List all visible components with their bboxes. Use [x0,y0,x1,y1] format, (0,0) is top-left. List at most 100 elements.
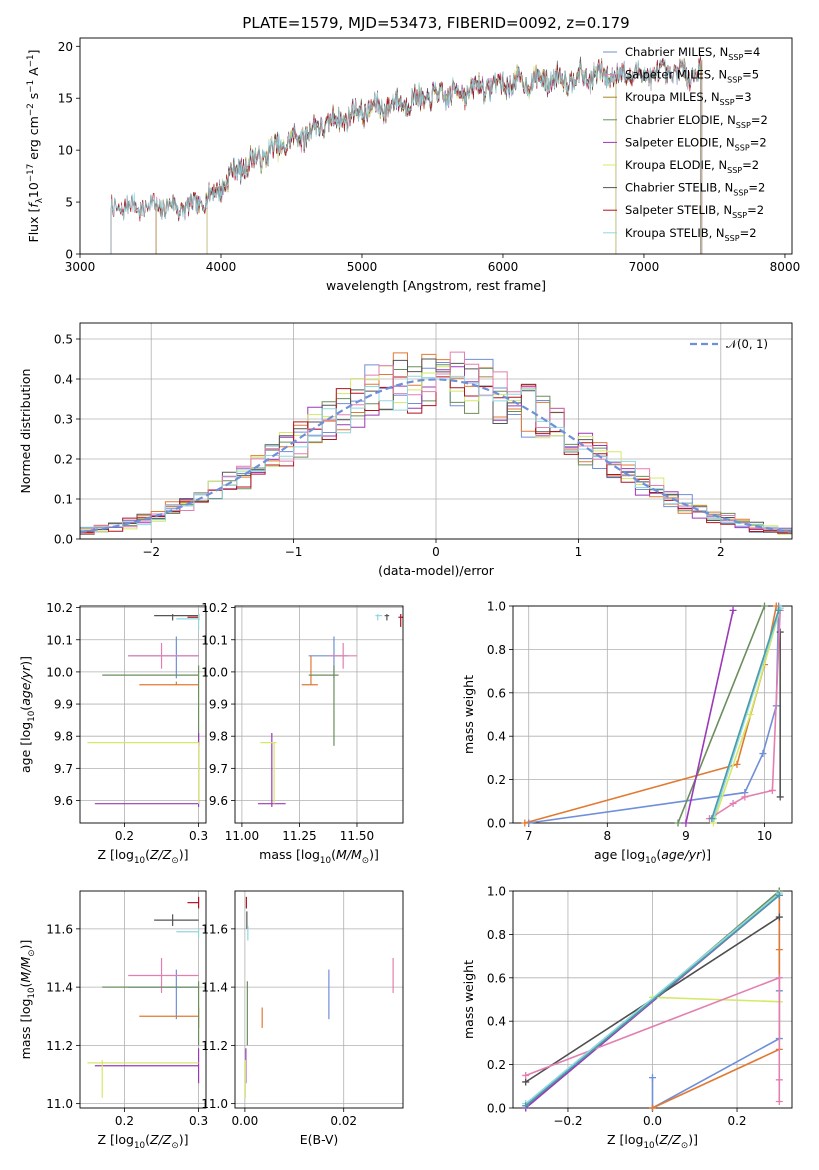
x-tick-label: 11.25 [282,829,316,843]
y-tick-label: 11.2 [201,1039,228,1053]
plus-marker [776,628,784,636]
plot-area [258,614,403,807]
y-tick-label: 10.1 [201,633,228,647]
x-tick-label: 6000 [488,260,519,274]
spectrum-line [110,57,701,254]
y-tick-label: 10 [58,144,73,158]
x-tick-label: 7000 [629,260,660,274]
spectrum-line [155,59,703,254]
y-tick-label: 11.6 [201,922,228,936]
plus-marker [775,606,783,614]
y-tick-label: 0.0 [487,817,506,831]
legend-label: Kroupa ELODIE, NSSP=2 [625,158,759,175]
x-tick-label: 0.3 [189,1114,208,1128]
x-tick-label: 11.00 [225,829,259,843]
y-tick-label: 0.2 [487,1058,506,1072]
y-tick-label: 11.4 [201,981,228,995]
panel-mass-weight-vs-Z: −0.2 0.0 0.2 0.0 0.2 0.4 0.6 0.8 1.0 Z [log10(Z/Z… [461,885,793,1151]
weight-line [528,605,780,824]
axes-frame [234,605,404,824]
axes-frame [234,890,404,1109]
y-tick-label: 0.0 [487,1102,506,1116]
y-axis-label: mass [log10(M/M⊙)] [18,940,37,1060]
y-tick-label: 0.3 [54,413,73,427]
panel-spectrum: 3000 4000 5000 6000 7000 8000 0 5 10 15 20 waveleng… [26,37,800,293]
weight-line [525,894,780,1107]
y-tick-label: 9.9 [209,698,228,712]
plus-marker [522,1071,530,1079]
spectrum-line [155,57,703,254]
x-axis-label: (data-model)/error [378,563,495,578]
x-axis-label: mass [log10(M/M⊙)] [259,847,379,866]
x-tick-label: 0.2 [115,1114,134,1128]
axes-frame [79,322,793,540]
x-axis-label: Z [log10(Z/Z⊙)] [98,847,189,866]
panel-age-vs-Z: 0.2 0.3 9.6 9.7 9.8 9.9 10.0 10.1 10.2 Z [log10(Z… [18,601,208,866]
legend-label: Salpeter MILES, NSSP=5 [625,68,759,85]
weight-line [712,607,781,819]
plus-marker [729,799,737,807]
x-axis-label: Z [log10(Z/Z⊙)] [98,1132,189,1151]
plus-marker [760,602,768,610]
plus-marker [733,760,741,768]
x-tick-label: 7 [525,829,533,843]
x-tick-label: 2 [717,545,725,559]
y-tick-label: 5 [65,196,73,210]
y-tick-label: 11.0 [46,1097,73,1111]
weight-line [525,916,780,1083]
panel-mass-weight-vs-age: 7 8 9 10 0.0 0.2 0.4 0.6 0.8 1.0 age [log10(age/yr… [461,600,793,866]
plus-marker [775,974,783,982]
x-axis-label: wavelength [Angstrom, rest frame] [326,278,546,293]
legend-label: Chabrier MILES, NSSP=4 [625,45,760,62]
plus-marker [775,1076,783,1084]
y-tick-label: 0.8 [487,643,506,657]
y-tick-label: 1.0 [487,600,506,614]
x-axis-label: Z [log10(Z/Z⊙)] [607,1132,698,1151]
y-tick-label: 0.5 [54,333,73,347]
y-tick-label: 0.6 [487,686,506,700]
chart-layer: 3000 4000 5000 6000 7000 800005101520waveleng… [18,37,800,1151]
y-tick-label: 0.1 [54,493,73,507]
y-tick-label: 0.4 [487,730,506,744]
panel-mass-vs-Z: 0.2 0.3 11.0 11.2 11.4 11.6 Z [log10(Z/Z⊙)] mas… [18,890,208,1151]
y-tick-label: 0.4 [54,373,73,387]
y-tick-label: 0.8 [487,928,506,942]
plus-marker [759,750,767,758]
y-tick-label: 1.0 [487,885,506,899]
x-axis-label: E(B-V) [300,1132,339,1147]
plus-marker [741,793,749,801]
y-tick-label: 9.7 [54,762,73,776]
axes-frame [512,605,793,824]
weight-line [524,605,778,824]
y-tick-label: 9.8 [209,730,228,744]
x-tick-label: 0 [432,545,440,559]
x-axis-label: age [log10(age/yr)] [594,847,711,866]
plus-marker [522,1078,530,1086]
plot-area [110,54,703,254]
plus-marker [729,606,737,614]
x-tick-label: 0.02 [330,1114,357,1128]
plus-marker [746,711,754,718]
y-axis-label: age [log10(age/yr)] [18,656,37,773]
y-axis-label: mass weight [461,675,476,754]
y-tick-label: 10.2 [46,601,73,615]
legend-label: Kroupa MILES, NSSP=3 [625,90,752,107]
spectrum-line [155,58,703,254]
y-tick-label: 20 [58,40,73,54]
weight-line [652,996,780,1003]
weight-line [525,976,781,1102]
y-tick-label: 9.7 [209,762,228,776]
x-tick-label: 3000 [65,260,96,274]
plus-marker [708,815,716,823]
spectrum-line [110,54,701,254]
plus-marker [649,1104,656,1112]
y-axis-label: mass weight [461,960,476,1039]
plus-marker [775,913,783,921]
x-tick-label: 10 [757,829,772,843]
x-tick-label: −0.2 [553,1114,582,1128]
y-tick-label: 9.9 [54,698,73,712]
plus-marker [649,1074,656,1082]
y-tick-label: 0.2 [54,453,73,467]
plus-marker [776,793,784,801]
y-tick-label: 11.6 [46,922,73,936]
